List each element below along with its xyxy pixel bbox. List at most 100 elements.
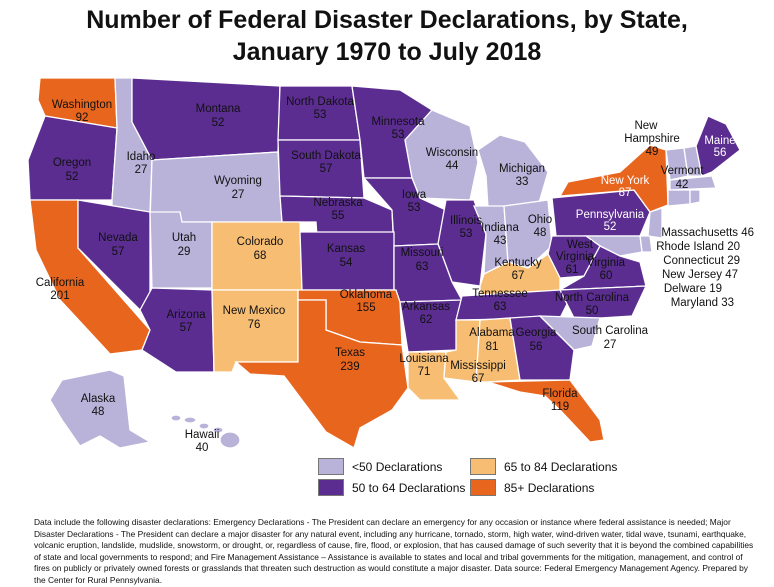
missouri-name: Missouri — [401, 247, 444, 259]
south-carolina-value: 27 — [604, 339, 617, 351]
northeast-item: Maryland 33 — [671, 297, 734, 309]
minnesota-value: 53 — [392, 129, 405, 141]
state-south-carolina[interactable] — [538, 315, 601, 351]
state-alaska[interactable] — [49, 369, 152, 449]
missouri-value: 63 — [416, 261, 429, 273]
north-carolina-value: 50 — [586, 305, 599, 317]
michigan-name: Michigan — [499, 163, 545, 175]
wyoming-value: 27 — [232, 189, 245, 201]
new-hampshire-line2: Hampshire — [624, 133, 680, 145]
state-georgia[interactable] — [509, 315, 575, 381]
legend-swatch — [470, 458, 496, 475]
north-dakota-value: 53 — [314, 109, 327, 121]
minnesota-name: Minnesota — [371, 116, 425, 128]
south-dakota-name: South Dakota — [291, 150, 361, 162]
texas-value: 239 — [340, 361, 359, 373]
tennessee-name: Tennessee — [472, 288, 528, 300]
alabama-value: 81 — [486, 341, 499, 353]
mississippi-value: 67 — [472, 373, 485, 385]
michigan-value: 33 — [516, 176, 529, 188]
indiana-value: 43 — [494, 235, 507, 247]
state-connecticut[interactable] — [667, 189, 691, 207]
state-rhode-island[interactable] — [689, 189, 701, 205]
oklahoma-name: Oklahoma — [340, 289, 393, 301]
pennsylvania-name: Pennsylvania — [576, 209, 645, 221]
florida-value: 119 — [551, 401, 569, 413]
state-massachusetts[interactable] — [669, 175, 717, 191]
state-maine[interactable] — [695, 115, 741, 177]
state-new-jersey[interactable] — [647, 207, 663, 239]
nevada-name: Nevada — [98, 232, 138, 244]
legend-label: <50 Declarations — [352, 459, 443, 474]
new-york-value: 87 — [619, 187, 632, 199]
new-mexico-value: 76 — [248, 319, 261, 331]
arkansas-name: Arkansas — [402, 301, 450, 313]
state-montana[interactable] — [131, 77, 281, 161]
georgia-name: Georgia — [516, 327, 558, 339]
kentucky-value: 67 — [512, 270, 525, 282]
legend-label: 50 to 64 Declarations — [352, 480, 466, 495]
legend-swatch — [318, 458, 344, 475]
nebraska-name: Nebraska — [313, 197, 363, 209]
montana-name: Montana — [196, 103, 241, 115]
south-carolina-name: South Carolina — [572, 325, 649, 337]
pennsylvania-value: 52 — [604, 221, 617, 233]
arkansas-value: 62 — [420, 314, 433, 326]
us-map: Washington 92 Oregon 52 Idaho 27 Montana… — [27, 77, 754, 454]
state-florida[interactable] — [487, 379, 605, 443]
virginia-name: Virginia — [587, 257, 626, 269]
georgia-value: 56 — [530, 341, 543, 353]
alabama-name: Alabama — [469, 327, 515, 339]
montana-value: 52 — [212, 117, 225, 129]
louisiana-name: Louisiana — [399, 353, 449, 365]
wisconsin-name: Wisconsin — [426, 147, 478, 159]
vermont-name: Vermont — [661, 165, 705, 177]
west-virginia-value: 61 — [566, 264, 579, 276]
nevada-value: 57 — [112, 246, 125, 258]
state-new-mexico[interactable] — [211, 289, 299, 373]
maine-value: 56 — [714, 147, 727, 159]
illinois-name: Illinois — [450, 215, 482, 227]
legend-swatch — [470, 479, 496, 496]
arizona-value: 57 — [180, 322, 193, 334]
legend-swatch — [318, 479, 344, 496]
illinois-value: 53 — [460, 228, 473, 240]
legend-item-low: <50 Declarations — [318, 458, 442, 475]
colorado-name: Colorado — [237, 236, 284, 248]
legend-item-high: 85+ Declarations — [470, 479, 594, 496]
legend-label: 85+ Declarations — [504, 480, 595, 495]
new-york-name: New York — [601, 175, 650, 187]
california-value: 201 — [50, 290, 69, 302]
iowa-value: 53 — [408, 202, 421, 214]
north-carolina-name: North Carolina — [555, 292, 630, 304]
state-arizona[interactable] — [139, 287, 215, 373]
state-hawaii[interactable] — [170, 414, 241, 449]
state-texas[interactable] — [234, 299, 409, 449]
footnote: Data include the following disaster decl… — [34, 517, 754, 585]
indiana-name: Indiana — [481, 222, 519, 234]
hawaii-name: Hawaii — [185, 429, 220, 441]
state-north-carolina[interactable] — [558, 285, 648, 319]
ohio-name: Ohio — [528, 214, 552, 226]
oklahoma-value: 155 — [356, 302, 375, 314]
texas-name: Texas — [335, 347, 365, 359]
state-ohio[interactable] — [503, 199, 553, 269]
south-dakota-value: 57 — [320, 163, 333, 175]
state-michigan[interactable] — [477, 134, 549, 209]
nebraska-value: 55 — [332, 210, 345, 222]
washington-name: Washington — [52, 99, 112, 111]
utah-name: Utah — [172, 232, 196, 244]
legend-item-mid: 50 to 64 Declarations — [318, 479, 465, 496]
new-hampshire-line1: New — [634, 120, 658, 132]
utah-value: 29 — [178, 246, 191, 258]
kentucky-name: Kentucky — [494, 257, 542, 269]
mississippi-name: Mississippi — [450, 360, 506, 372]
northeast-item: New Jersey 47 — [662, 269, 738, 281]
idaho-value: 27 — [135, 164, 148, 176]
west-virginia-line2: Virginia — [556, 251, 595, 263]
arizona-name: Arizona — [167, 309, 207, 321]
map-title-line1: Number of Federal Disaster Declarations,… — [86, 6, 688, 34]
idaho-name: Idaho — [127, 151, 156, 163]
northeast-item: Delware 19 — [664, 283, 722, 295]
legend-label: 65 to 84 Declarations — [504, 459, 618, 474]
